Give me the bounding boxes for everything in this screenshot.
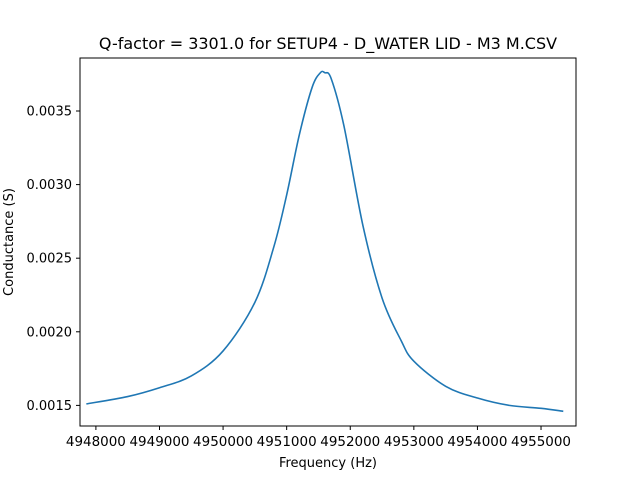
axes-frame	[79, 57, 577, 427]
series-line	[86, 70, 564, 413]
x-axis: 4948000 4949000 4950000 4951000 4952000 49530…	[66, 426, 571, 450]
x-tick-label: 4951000	[257, 435, 317, 450]
x-tick-label: 4949000	[129, 435, 189, 450]
x-axis-label: Frequency (Hz)	[279, 456, 377, 471]
x-tick-label: 4954000	[447, 435, 507, 450]
y-axis: 0.0015 0.0020 0.0025 0.0030 0.0035	[27, 104, 80, 414]
chart-title: Q-factor = 3301.0 for SETUP4 - D_WATER L…	[99, 34, 557, 54]
x-tick-label: 4953000	[384, 435, 444, 450]
x-tick-label: 4948000	[66, 435, 126, 450]
x-tick-label: 4955000	[511, 435, 571, 450]
y-tick-label: 0.0015	[27, 399, 73, 414]
plot-area: 4948000 4949000 4950000 4951000 4952000 49530…	[27, 57, 577, 450]
y-tick-label: 0.0025	[27, 252, 73, 267]
x-tick-label: 4950000	[193, 435, 253, 450]
y-tick-label: 0.0030	[27, 178, 73, 193]
y-axis-label: Conductance (S)	[2, 188, 17, 296]
y-tick-label: 0.0035	[27, 104, 73, 119]
y-tick-label: 0.0020	[27, 325, 73, 340]
x-tick-label: 4952000	[320, 435, 380, 450]
